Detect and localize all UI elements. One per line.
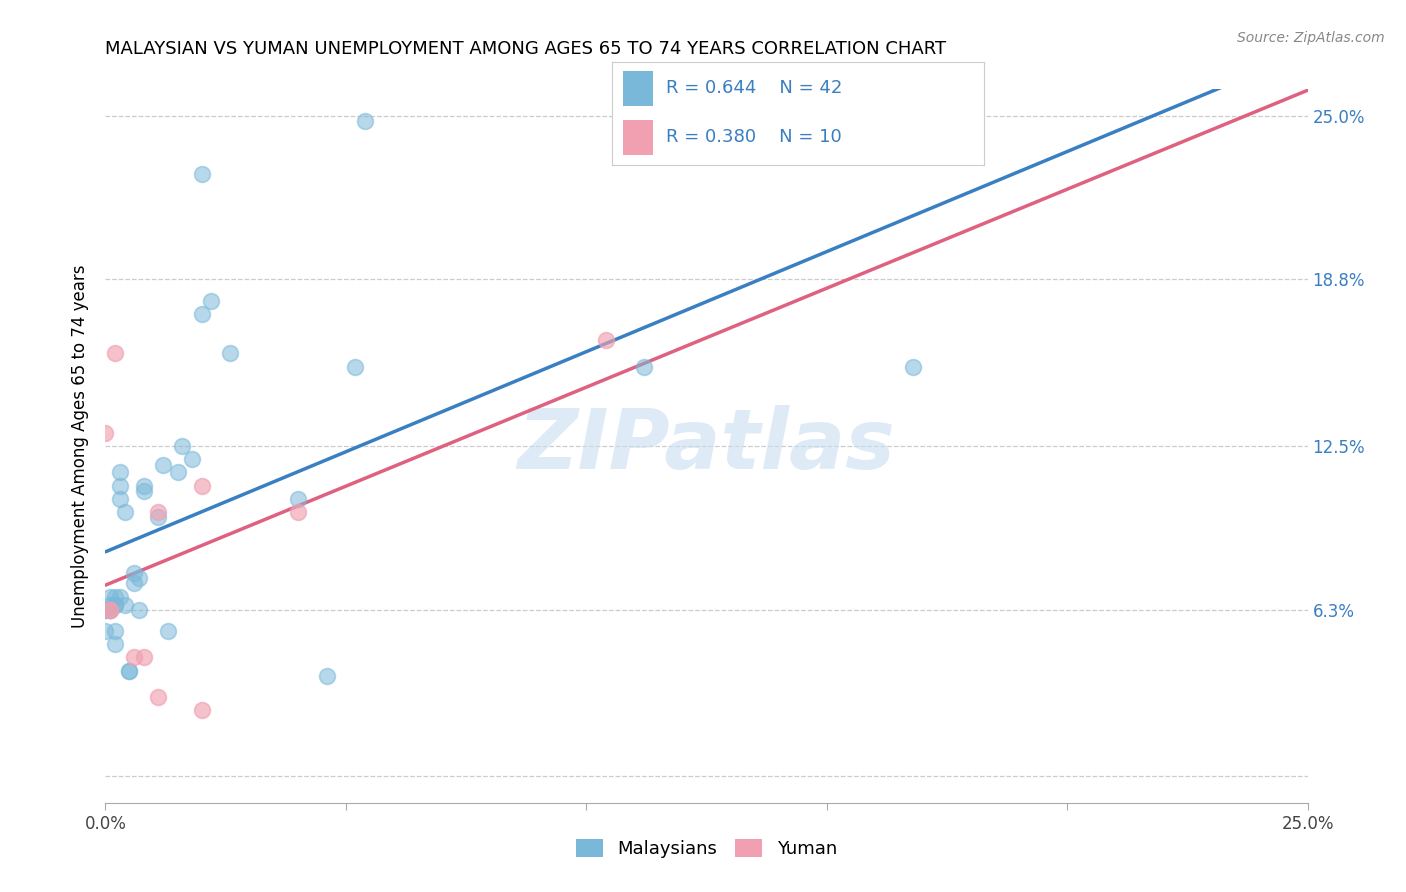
Point: [104, 346, 127, 360]
Point: [200, 293, 222, 308]
Point: [124, 566, 146, 580]
Point: [181, 452, 204, 467]
Point: [124, 576, 146, 591]
Point: [315, 669, 337, 683]
Point: [172, 439, 194, 453]
Point: [287, 491, 309, 506]
Point: [94, 603, 117, 617]
Text: R = 0.380    N = 10: R = 0.380 N = 10: [665, 128, 841, 146]
Point: [132, 483, 155, 498]
Text: MALAYSIAN VS YUMAN UNEMPLOYMENT AMONG AGES 65 TO 74 YEARS CORRELATION CHART: MALAYSIAN VS YUMAN UNEMPLOYMENT AMONG AG…: [105, 40, 946, 58]
Point: [128, 571, 150, 585]
Point: [104, 598, 127, 612]
Point: [190, 307, 212, 321]
Point: [98, 603, 121, 617]
Point: [94, 624, 117, 638]
Point: [108, 491, 131, 506]
Legend: Malaysians, Yuman: Malaysians, Yuman: [568, 831, 845, 865]
Point: [108, 466, 131, 480]
Point: [104, 624, 127, 638]
Point: [354, 114, 377, 128]
Point: [104, 590, 127, 604]
Point: [98, 598, 121, 612]
Point: [148, 510, 170, 524]
Point: [219, 346, 242, 360]
Point: [98, 603, 121, 617]
Point: [132, 478, 155, 492]
Point: [190, 703, 212, 717]
FancyBboxPatch shape: [623, 120, 652, 155]
Point: [152, 458, 174, 472]
Point: [118, 664, 141, 678]
Point: [108, 590, 131, 604]
Point: [190, 478, 212, 492]
Point: [108, 478, 131, 492]
Text: Source: ZipAtlas.com: Source: ZipAtlas.com: [1237, 31, 1385, 45]
Point: [633, 359, 655, 374]
Point: [114, 505, 136, 519]
Point: [156, 624, 179, 638]
Text: ZIPatlas: ZIPatlas: [517, 406, 896, 486]
Point: [104, 598, 127, 612]
Point: [903, 359, 925, 374]
Point: [190, 167, 212, 181]
Point: [166, 466, 188, 480]
Point: [118, 664, 141, 678]
Point: [287, 505, 309, 519]
Text: R = 0.644    N = 42: R = 0.644 N = 42: [665, 79, 842, 97]
Point: [98, 590, 121, 604]
Point: [595, 333, 617, 347]
Point: [124, 650, 146, 665]
Point: [128, 603, 150, 617]
Point: [148, 690, 170, 704]
FancyBboxPatch shape: [623, 70, 652, 105]
Point: [98, 603, 121, 617]
Point: [344, 359, 367, 374]
Point: [94, 603, 117, 617]
Point: [132, 650, 155, 665]
Point: [104, 637, 127, 651]
Point: [94, 425, 117, 440]
Y-axis label: Unemployment Among Ages 65 to 74 years: Unemployment Among Ages 65 to 74 years: [72, 264, 90, 628]
Point: [148, 505, 170, 519]
Point: [114, 598, 136, 612]
Point: [98, 603, 121, 617]
